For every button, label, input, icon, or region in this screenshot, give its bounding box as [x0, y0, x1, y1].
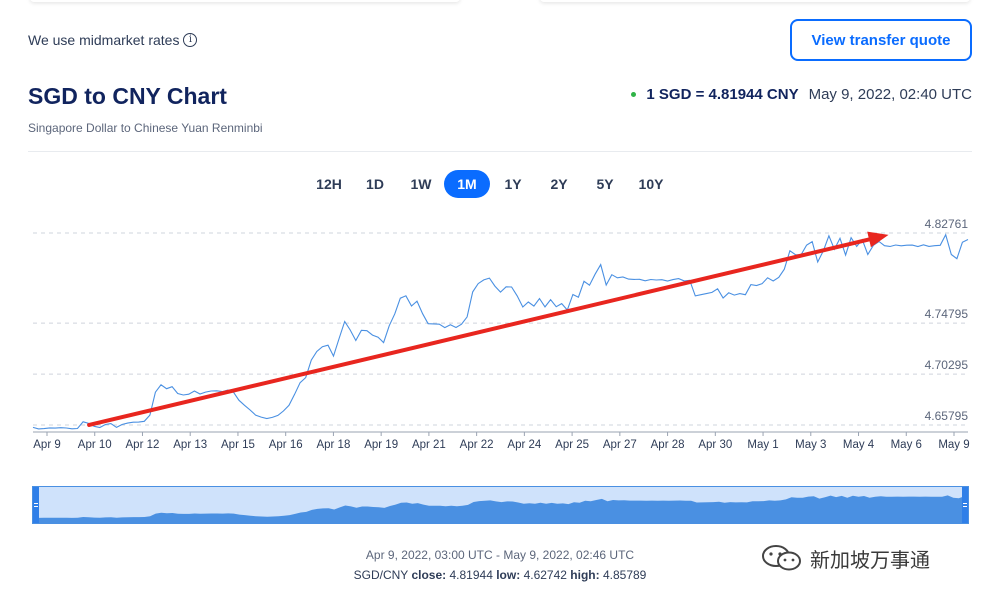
- wechat-icon: [762, 545, 801, 571]
- tab-1y[interactable]: 1Y: [504, 176, 522, 192]
- high-value: 4.85789: [602, 568, 647, 582]
- low-value: 4.62742: [523, 568, 567, 582]
- x-tick-label: Apr 10: [78, 439, 112, 451]
- x-tick-label: Apr 18: [316, 439, 350, 451]
- x-tick-label: Apr 24: [507, 439, 541, 451]
- x-tick-label: Apr 13: [173, 439, 207, 451]
- x-tick-label: Apr 22: [460, 439, 494, 451]
- midmarket-text: We use midmarket rates: [28, 32, 180, 48]
- navigator-area: [33, 495, 968, 523]
- tab-2y[interactable]: 2Y: [550, 176, 568, 192]
- tab-12h[interactable]: 12H: [316, 176, 342, 192]
- low-label: low:: [496, 568, 521, 582]
- watermark: 新加坡万事通: [760, 543, 930, 573]
- x-tick-label: May 6: [891, 439, 922, 451]
- x-tick-label: May 4: [843, 439, 875, 451]
- y-tick-label: 4.74795: [925, 307, 969, 321]
- tab-10y[interactable]: 10Y: [638, 176, 664, 192]
- x-tick-label: May 3: [795, 439, 826, 451]
- x-tick-label: Apr 19: [364, 439, 398, 451]
- trend-arrow-shaft: [87, 237, 872, 427]
- x-tick-label: Apr 9: [33, 439, 61, 451]
- y-tick-label: 4.65795: [925, 409, 969, 423]
- current-rate: 1 SGD = 4.81944 CNY May 9, 2022, 02:40 U…: [631, 86, 972, 103]
- navigator-left-handle[interactable]: [33, 487, 39, 523]
- x-tick-label: Apr 16: [269, 439, 303, 451]
- midmarket-note: We use midmarket rates i: [28, 32, 198, 48]
- navigator-series-area: [33, 495, 968, 523]
- x-tick-label: Apr 30: [698, 439, 732, 451]
- x-tick-label: Apr 28: [651, 439, 685, 451]
- rate-value: 1 SGD = 4.81944 CNY: [646, 86, 799, 103]
- x-tick-label: Apr 21: [412, 439, 446, 451]
- view-transfer-quote-button[interactable]: View transfer quote: [790, 19, 972, 61]
- live-status-dot: [631, 92, 637, 97]
- y-tick-label: 4.70295: [925, 358, 969, 372]
- x-tick-label: Apr 12: [126, 439, 160, 451]
- header-divider: [28, 151, 972, 152]
- rate-stats: SGD/CNY close: 4.81944 low: 4.62742 high…: [0, 568, 1000, 582]
- rate-series-line: [32, 233, 969, 430]
- tab-1m[interactable]: 1M: [444, 170, 490, 198]
- close-value: 4.81944: [449, 568, 493, 582]
- y-tick-label: 4.82761: [925, 217, 969, 231]
- top-card-left-edge: [30, 0, 460, 2]
- page-title: SGD to CNY Chart: [28, 83, 227, 109]
- x-tick-label: May 1: [747, 439, 778, 451]
- tab-1w[interactable]: 1W: [410, 176, 432, 192]
- chart-navigator[interactable]: [32, 486, 969, 524]
- close-label: close:: [411, 568, 447, 582]
- x-tick-label: Apr 27: [603, 439, 637, 451]
- pair-label: SGD/CNY: [353, 568, 409, 582]
- watermark-text: 新加坡万事通: [810, 549, 930, 572]
- time-range-tabs: 12H 1D 1W 1M 1Y 2Y 5Y 10Y: [306, 170, 674, 198]
- tab-1d[interactable]: 1D: [366, 176, 384, 192]
- trend-arrow-head: [867, 231, 889, 248]
- page-subtitle: Singapore Dollar to Chinese Yuan Renminb…: [28, 121, 263, 135]
- top-card-right-edge: [540, 0, 970, 2]
- rate-chart[interactable]: 4.82761 4.74795 4.70295 4.65795 Apr 9 Apr 10 A…: [0, 210, 1000, 460]
- info-icon[interactable]: i: [183, 33, 198, 47]
- tab-5y[interactable]: 5Y: [596, 176, 614, 192]
- x-tick-label: May 9: [938, 439, 969, 451]
- navigator-right-handle[interactable]: [962, 487, 968, 523]
- high-label: high:: [570, 568, 600, 582]
- date-range: Apr 9, 2022, 03:00 UTC - May 9, 2022, 02…: [365, 548, 635, 562]
- x-tick-label: Apr 25: [555, 439, 589, 451]
- x-tick-label: Apr 15: [221, 439, 255, 451]
- rate-timestamp: May 9, 2022, 02:40 UTC: [808, 86, 972, 103]
